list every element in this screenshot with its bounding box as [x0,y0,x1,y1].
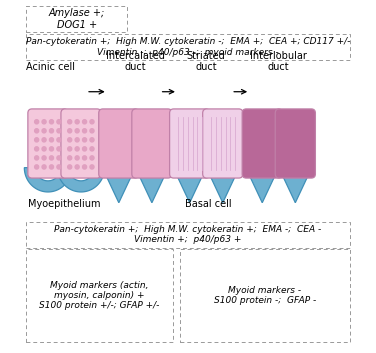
Circle shape [42,147,46,151]
Circle shape [50,138,53,142]
Text: Pan-cytokeratin +;  High M.W. cytokeratin +;  EMA -;  CEA -
Vimentin +;  p40/p63: Pan-cytokeratin +; High M.W. cytokeratin… [55,225,321,244]
Circle shape [83,165,86,169]
Text: Myoid markers -
S100 protein -;  GFAP -: Myoid markers - S100 protein -; GFAP - [214,286,316,305]
Text: Acinic cell: Acinic cell [26,62,75,72]
Circle shape [57,165,61,169]
Circle shape [75,147,79,151]
Polygon shape [207,170,238,203]
Text: Amylase +;
DOG1 +: Amylase +; DOG1 + [49,8,105,30]
Circle shape [83,138,86,142]
Circle shape [42,156,46,160]
FancyBboxPatch shape [242,109,282,178]
Polygon shape [24,168,71,192]
Text: Myoepithelium: Myoepithelium [28,199,101,209]
Circle shape [90,156,94,160]
FancyBboxPatch shape [28,109,68,178]
Circle shape [35,129,39,133]
Circle shape [35,138,39,142]
Text: Pan-cytokeratin +;  High M.W. cytokeratin -;  EMA +;  CEA +; CD117 +/-
Vimentin : Pan-cytokeratin +; High M.W. cytokeratin… [26,37,350,57]
FancyBboxPatch shape [26,222,350,248]
Circle shape [42,165,46,169]
Polygon shape [103,170,134,203]
FancyBboxPatch shape [26,34,350,60]
Circle shape [50,129,53,133]
FancyBboxPatch shape [99,109,139,178]
Circle shape [75,120,79,124]
Polygon shape [280,170,311,203]
Circle shape [50,156,53,160]
Circle shape [68,120,72,124]
Circle shape [90,165,94,169]
Text: Striated
duct: Striated duct [187,51,226,72]
Circle shape [42,120,46,124]
Circle shape [83,129,86,133]
FancyBboxPatch shape [26,6,127,32]
Circle shape [42,129,46,133]
Text: Myoid markers (actin,
myosin, calponin) +
S100 protein +/-; GFAP +/-: Myoid markers (actin, myosin, calponin) … [39,281,159,310]
Text: Intercalated
duct: Intercalated duct [106,51,165,72]
Circle shape [90,120,94,124]
Circle shape [90,138,94,142]
Circle shape [90,129,94,133]
Circle shape [68,138,72,142]
Circle shape [35,156,39,160]
Circle shape [75,165,79,169]
Circle shape [83,147,86,151]
Circle shape [50,147,53,151]
Circle shape [83,156,86,160]
Circle shape [57,120,61,124]
Circle shape [57,156,61,160]
Text: Basal cell: Basal cell [185,199,232,209]
Circle shape [35,120,39,124]
FancyBboxPatch shape [203,109,243,178]
FancyBboxPatch shape [132,109,172,178]
Text: Interlobular
duct: Interlobular duct [250,51,307,72]
Polygon shape [247,170,278,203]
Circle shape [35,165,39,169]
Circle shape [57,138,61,142]
Circle shape [83,120,86,124]
Polygon shape [136,170,167,203]
Circle shape [50,165,53,169]
FancyBboxPatch shape [170,109,210,178]
Polygon shape [58,168,105,192]
Circle shape [50,120,53,124]
Circle shape [90,147,94,151]
Circle shape [57,129,61,133]
Circle shape [42,138,46,142]
Circle shape [35,147,39,151]
Circle shape [68,147,72,151]
Circle shape [75,129,79,133]
Circle shape [57,147,61,151]
Circle shape [68,156,72,160]
FancyBboxPatch shape [180,250,350,342]
Circle shape [68,165,72,169]
Circle shape [75,156,79,160]
Polygon shape [174,170,205,203]
FancyBboxPatch shape [26,250,173,342]
FancyBboxPatch shape [61,109,101,178]
FancyBboxPatch shape [275,109,315,178]
Circle shape [75,138,79,142]
Circle shape [68,129,72,133]
